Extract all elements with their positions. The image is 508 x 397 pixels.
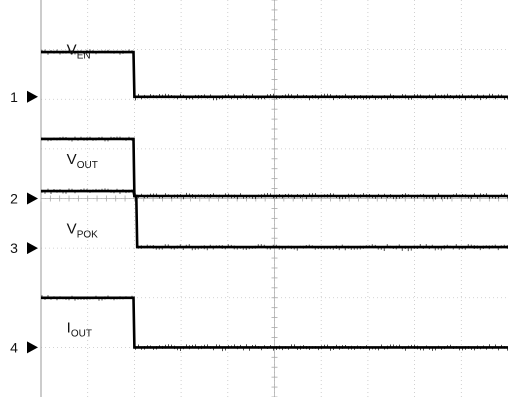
channel-number-1: 1: [10, 89, 18, 105]
channel-number-4: 4: [10, 339, 18, 355]
trace-noise-ch4: [135, 344, 508, 352]
signal-label-subscript: OUT: [71, 329, 92, 340]
signal-label-main: I: [67, 320, 71, 337]
trace-noise-ch3: [137, 244, 508, 252]
channel-marker-arrow-1: [27, 90, 38, 103]
trace-noise-high-ch3: [41, 188, 133, 194]
signal-label-ch1: VEN: [67, 42, 91, 62]
signal-label-main: V: [67, 220, 77, 237]
trace-ch3: [41, 189, 508, 249]
signal-label-main: V: [67, 151, 77, 168]
channel-marker-arrow-2: [27, 192, 38, 205]
channel-markers: 1 2 3 4: [10, 89, 38, 355]
channel-marker-arrow-3: [27, 242, 38, 255]
signal-label-ch2: VOUT: [67, 151, 98, 171]
signal-label-ch4: IOUT: [67, 320, 92, 340]
channel-marker-arrow-4: [27, 341, 38, 354]
signal-label-subscript: OUT: [77, 160, 98, 171]
signal-label-subscript: POK: [77, 229, 98, 240]
trace-noise-high-ch2: [41, 136, 133, 142]
signal-label-ch3: VPOK: [67, 220, 98, 240]
trace-noise-high-ch4: [41, 295, 133, 301]
channel-number-2: 2: [10, 191, 18, 207]
signal-label-subscript: EN: [77, 51, 91, 62]
trace-noise-high-ch1: [41, 49, 133, 55]
channel-number-3: 3: [10, 240, 18, 256]
waveform-traces: [41, 49, 508, 352]
trace-noise-ch1: [135, 93, 508, 101]
signal-label-main: V: [67, 42, 77, 59]
graticule: [40, 0, 508, 397]
